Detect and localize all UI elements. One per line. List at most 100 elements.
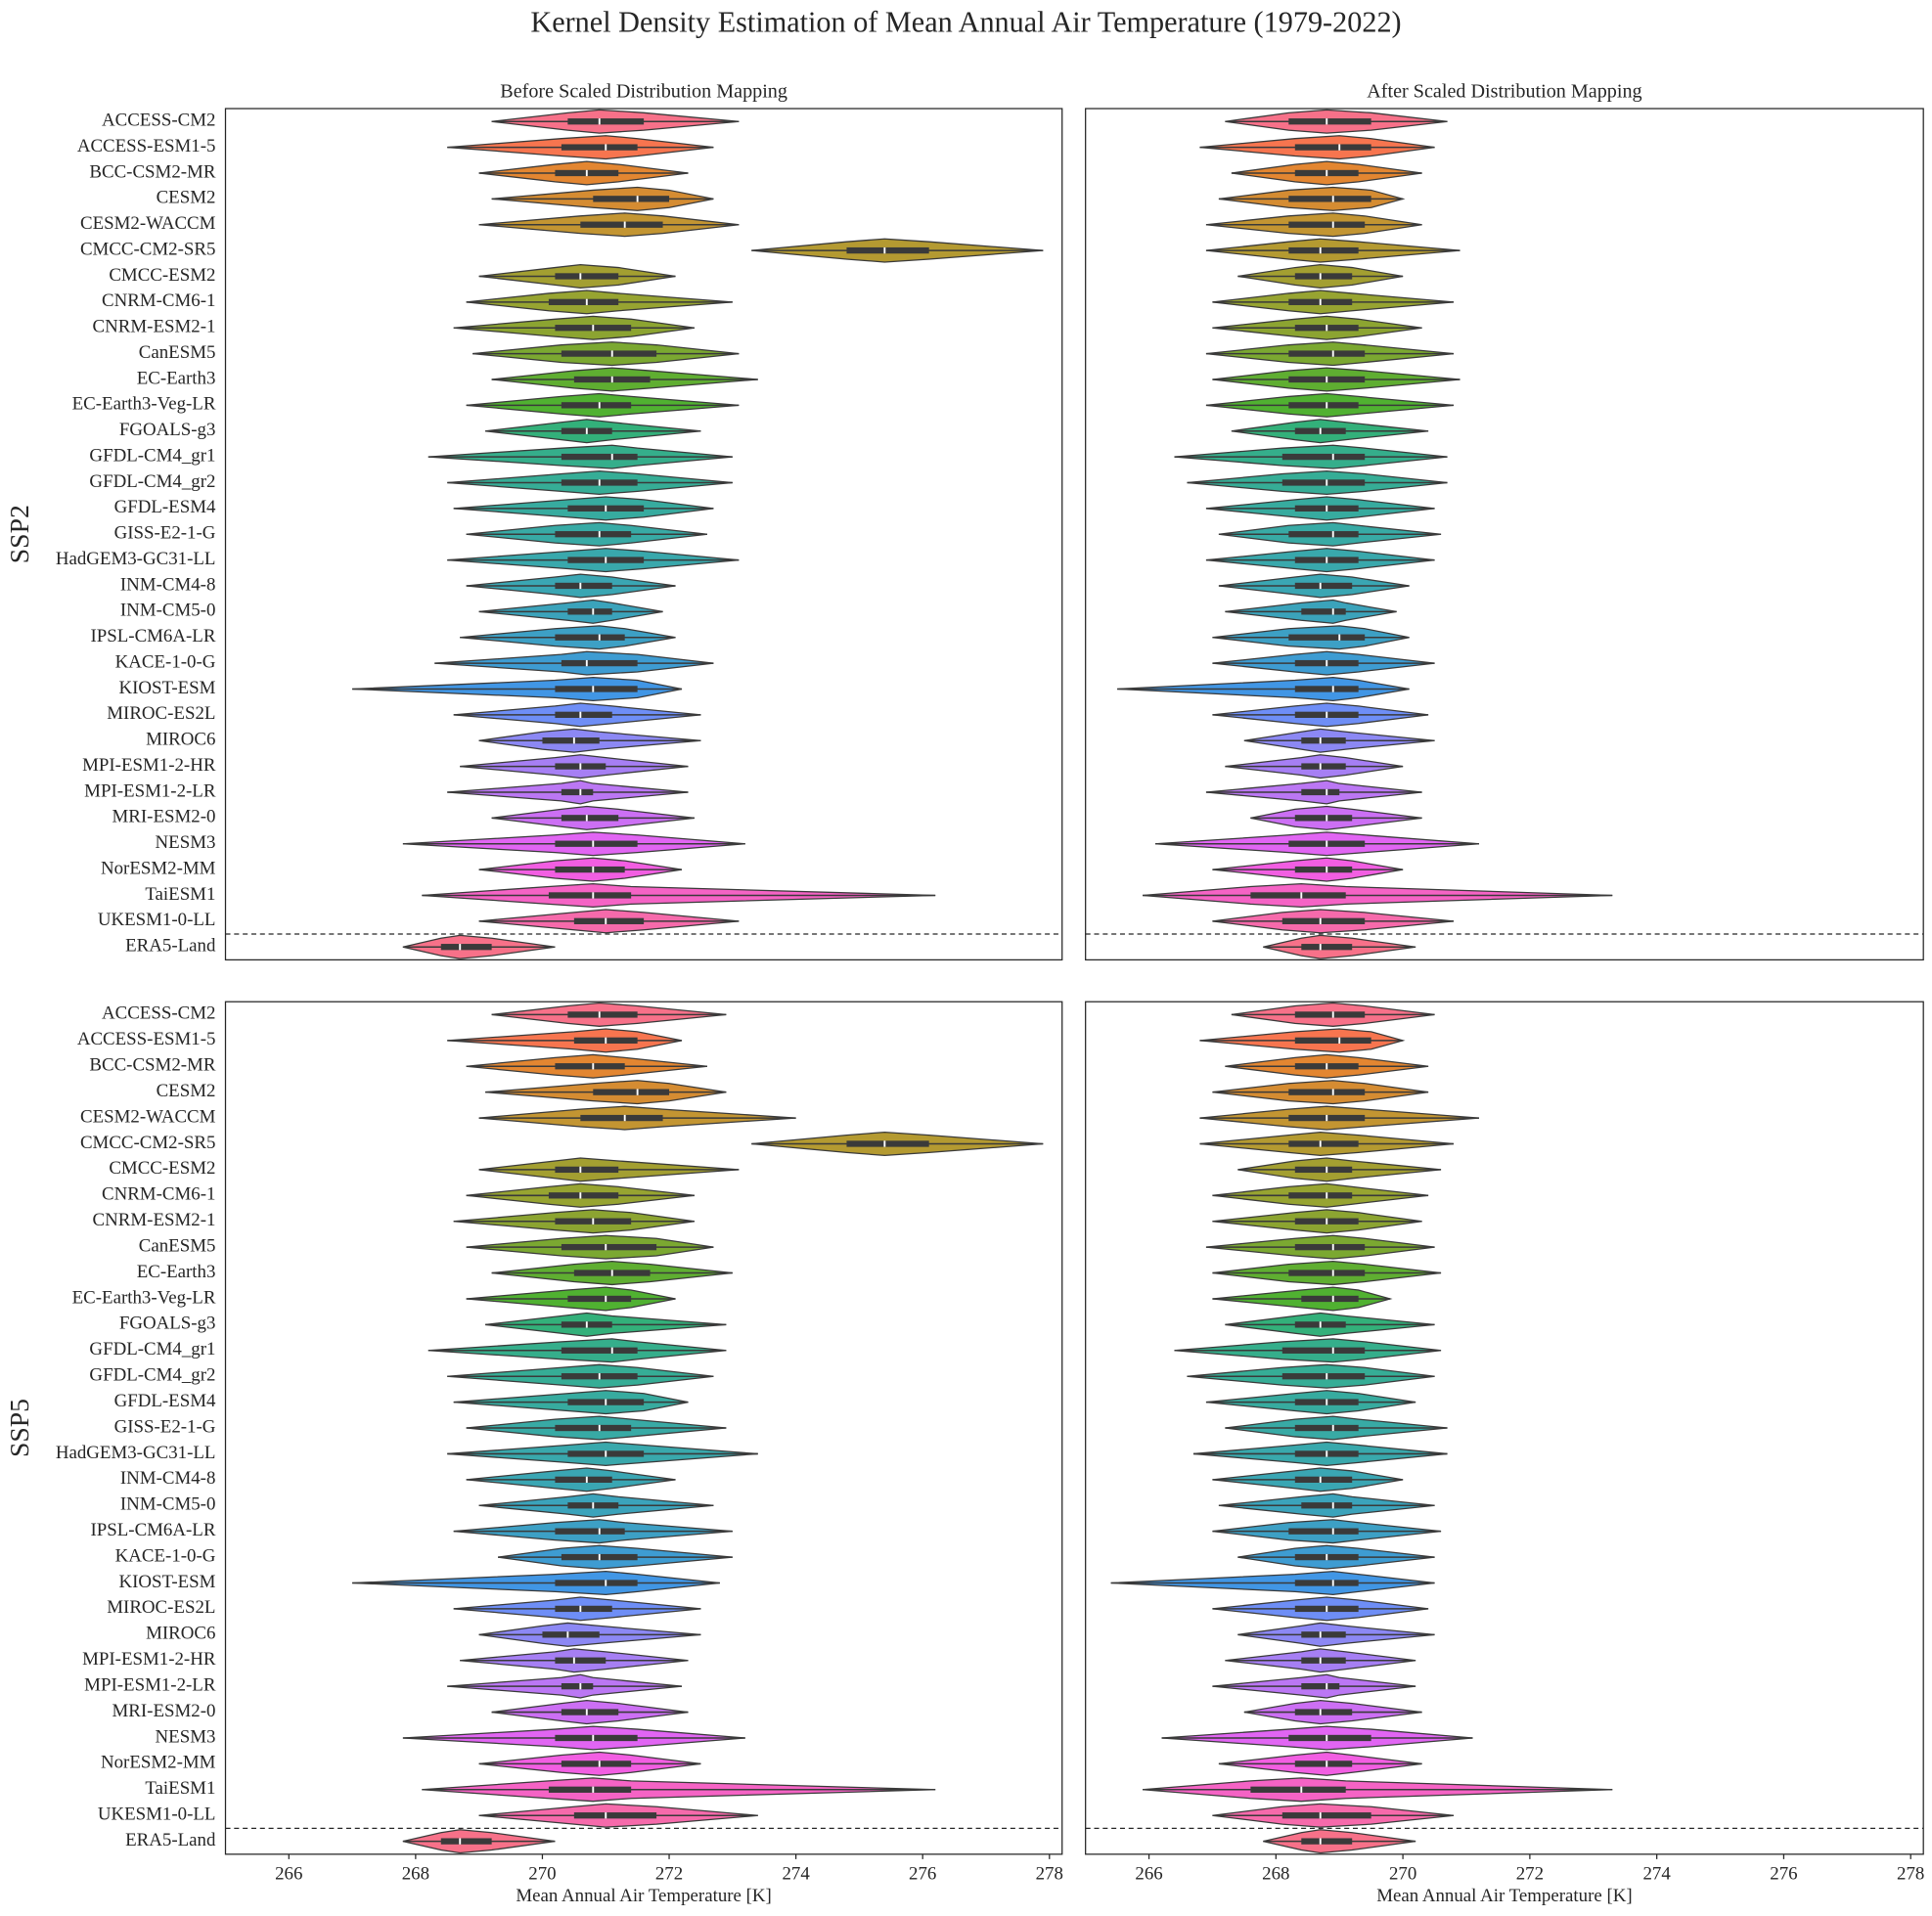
category-label: EC-Earth3 <box>137 368 216 388</box>
category-label: EC-Earth3-Veg-LR <box>72 394 216 415</box>
violin-box <box>1301 1838 1353 1845</box>
violin-box <box>573 917 645 924</box>
category-label: ACCESS-ESM1-5 <box>77 1029 216 1049</box>
category-label: GFDL-ESM4 <box>114 1391 216 1411</box>
violin-box <box>555 634 625 641</box>
violin-box <box>593 1089 670 1095</box>
panel-frame <box>224 108 1063 961</box>
violin-box <box>1301 1657 1346 1664</box>
category-label: MRI-ESM2-0 <box>112 807 216 827</box>
category-label: CESM2 <box>157 1081 216 1101</box>
violin-box <box>1294 686 1359 692</box>
category-label: GFDL-CM4_gr2 <box>89 1365 215 1386</box>
panel-frame <box>1085 108 1924 961</box>
violin-box <box>555 1657 607 1664</box>
category-label: MIROC-ES2L <box>107 703 215 724</box>
x-tick-label: 266 <box>275 1864 302 1885</box>
violin-box <box>1301 788 1340 796</box>
violin-box <box>548 298 619 305</box>
category-label: CNRM-ESM2-1 <box>93 1210 216 1230</box>
category-label: NESM3 <box>156 832 216 853</box>
violin-box <box>1301 608 1346 615</box>
violin-box <box>1288 221 1366 228</box>
x-tick-label: 272 <box>655 1864 683 1885</box>
violin-box <box>1294 582 1353 590</box>
violin-box <box>555 866 625 873</box>
violin-box <box>846 1140 929 1147</box>
violin-box <box>567 118 645 125</box>
category-label: MIROC-ES2L <box>107 1597 215 1618</box>
x-tick-label: 270 <box>1389 1864 1416 1885</box>
category-label: HadGEM3-GC31-LL <box>56 1443 216 1463</box>
violin-box <box>555 1580 638 1586</box>
violin-box <box>567 1295 632 1303</box>
x-tick-label: 274 <box>1643 1864 1672 1885</box>
violin-box <box>555 711 612 718</box>
violin-box <box>580 221 663 228</box>
category-label: INM-CM5-0 <box>120 1494 216 1515</box>
violin-box <box>1288 1192 1353 1199</box>
violin-box <box>555 531 632 538</box>
category-label: INM-CM5-0 <box>120 601 216 621</box>
category-label: CMCC-CM2-SR5 <box>80 239 215 259</box>
category-label: CanESM5 <box>139 342 216 363</box>
violin-box <box>561 144 638 151</box>
violin-box <box>1294 144 1371 151</box>
row-label: SSP5 <box>4 1399 34 1457</box>
violin-box <box>555 1063 625 1070</box>
category-label: MPI-ESM1-2-HR <box>82 1649 216 1670</box>
violin-box <box>1301 944 1353 951</box>
violin-box <box>1288 1089 1366 1095</box>
category-label: CESM2-WACCM <box>80 213 216 234</box>
violin-box <box>1288 118 1371 125</box>
violin-box <box>1294 1760 1353 1767</box>
category-label: BCC-CSM2-MR <box>89 161 215 182</box>
violin-box <box>1301 763 1346 770</box>
category-label: CNRM-ESM2-1 <box>93 317 216 337</box>
violin-box <box>580 1114 663 1122</box>
violin-box <box>573 1812 657 1819</box>
violin-box <box>1288 531 1359 538</box>
violin-box <box>1301 1683 1340 1690</box>
violin-box <box>1288 350 1366 357</box>
category-label: CMCC-ESM2 <box>109 265 215 286</box>
panel-frame <box>224 1001 1063 1855</box>
category-label: INM-CM4-8 <box>120 1468 216 1489</box>
violin-box <box>1294 1580 1359 1586</box>
category-label: GFDL-CM4_gr2 <box>89 471 215 492</box>
violin-box <box>1250 1786 1346 1793</box>
category-label: KACE-1-0-G <box>115 1545 216 1566</box>
violin-box <box>555 1476 612 1483</box>
violin-box <box>561 350 657 357</box>
category-label: CNRM-CM6-1 <box>102 1184 215 1205</box>
violin-box <box>1294 273 1353 280</box>
category-label: EC-Earth3-Veg-LR <box>72 1287 216 1308</box>
category-label: INM-CM4-8 <box>120 574 216 595</box>
violin-box <box>555 1528 625 1535</box>
violin-box <box>1294 1011 1366 1018</box>
category-label: NorESM2-MM <box>101 858 216 878</box>
violin-box <box>548 1786 632 1793</box>
violin-box <box>1288 402 1359 409</box>
category-label: CESM2-WACCM <box>80 1106 216 1127</box>
violin-box <box>846 246 929 254</box>
category-label: KIOST-ESM <box>118 678 215 698</box>
category-label: NorESM2-MM <box>101 1753 216 1773</box>
violin-box <box>1294 1243 1366 1251</box>
panel-frame <box>1085 1001 1924 1855</box>
category-label: GFDL-CM4_gr1 <box>89 1339 215 1359</box>
category-label: CESM2 <box>157 188 216 208</box>
panel-title: Before Scaled Distribution Mapping <box>500 80 787 102</box>
category-label: GFDL-CM4_gr1 <box>89 445 215 466</box>
category-label: IPSL-CM6A-LR <box>90 1520 215 1540</box>
violin-box <box>1288 246 1359 254</box>
violin-box <box>1250 892 1346 899</box>
violin-box <box>561 1709 619 1715</box>
category-label: TaiESM1 <box>145 1778 215 1799</box>
category-label: IPSL-CM6A-LR <box>90 626 215 646</box>
violin-box <box>555 840 638 847</box>
category-label: ERA5-Land <box>125 1830 216 1850</box>
violin-box <box>1294 1476 1353 1483</box>
category-label: KIOST-ESM <box>118 1572 215 1592</box>
